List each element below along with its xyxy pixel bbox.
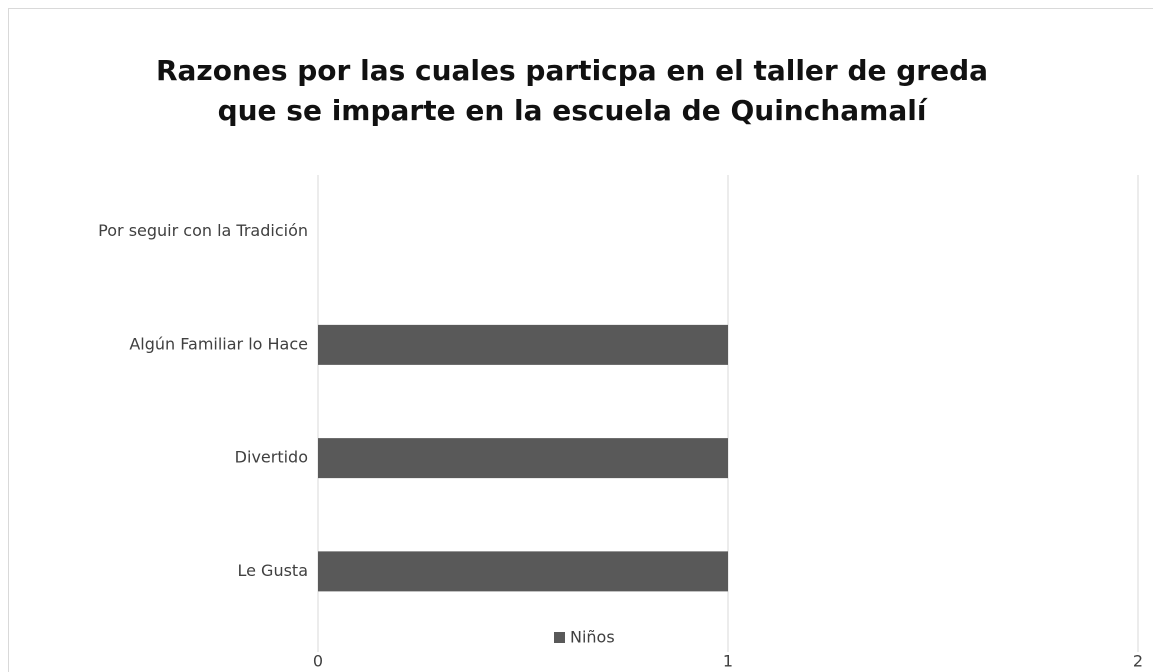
chart-title: que se imparte en la escuela de Quincham… bbox=[218, 94, 928, 127]
bar bbox=[318, 324, 728, 365]
y-tick-label: Por seguir con la Tradición bbox=[98, 221, 308, 240]
legend-label: Niños bbox=[570, 628, 615, 647]
y-tick-label: Divertido bbox=[235, 448, 308, 467]
bar bbox=[318, 551, 728, 592]
y-tick-label: Le Gusta bbox=[237, 561, 308, 580]
legend-swatch bbox=[554, 632, 565, 643]
bar bbox=[318, 438, 728, 479]
chart-title: Razones por las cuales particpa en el ta… bbox=[156, 54, 988, 87]
x-tick-label: 1 bbox=[723, 652, 733, 671]
y-tick-label: Algún Familiar lo Hace bbox=[129, 334, 308, 353]
x-tick-label: 0 bbox=[313, 652, 323, 671]
x-tick-label: 2 bbox=[1133, 652, 1143, 671]
